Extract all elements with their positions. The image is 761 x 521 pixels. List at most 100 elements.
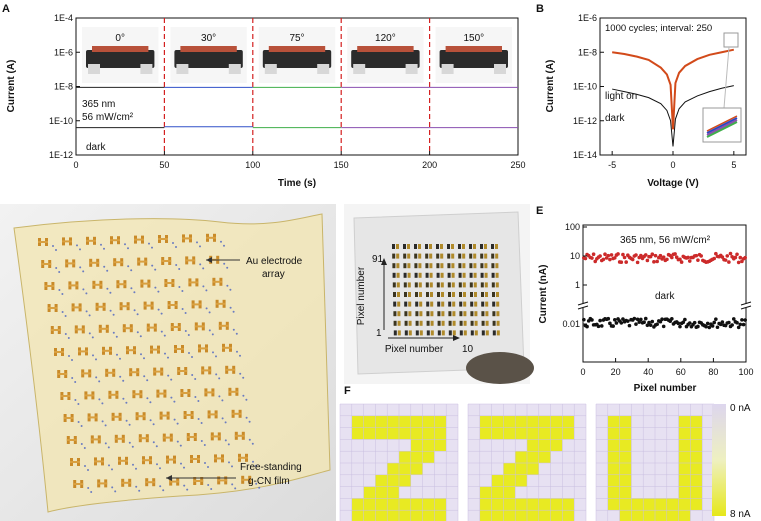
heatmap-cell-on: [678, 498, 691, 511]
photo-pixel: [492, 330, 496, 336]
photo-pixel-electrode: [451, 253, 455, 259]
heatmap-cell-on: [434, 439, 447, 452]
gcn-dot: [127, 247, 129, 250]
electrode-bridge: [114, 437, 125, 440]
gcn-dot: [135, 485, 138, 488]
gcn-dot: [224, 421, 227, 424]
chart-e-point-dark: [660, 317, 664, 321]
heatmap-cell-on: [550, 498, 563, 511]
photo-pixel-electrode: [430, 330, 434, 336]
photo-pixel-electrode: [408, 330, 412, 336]
chart-e-point-light: [665, 257, 669, 262]
electrode-bridge: [70, 461, 80, 463]
heatmap-cell-on: [515, 427, 527, 440]
photo-pixel: [437, 292, 440, 297]
heatmap-cell-on: [607, 498, 620, 511]
gcn-dot: [152, 423, 155, 426]
chart-e-point-light: [694, 253, 699, 258]
heatmap-cell-on: [538, 498, 551, 511]
chart-e-point-light: [645, 258, 650, 263]
electrode-bridge: [63, 417, 74, 419]
photo-pixel: [458, 253, 462, 259]
heatmap-cell-on: [678, 474, 691, 487]
heatmap-cell-on: [399, 463, 411, 475]
chart-e-point-dark: [705, 321, 710, 326]
gcn-dot: [223, 244, 225, 247]
heatmap-cell-on: [422, 451, 435, 463]
heatmap-cell-on: [690, 474, 703, 487]
heatmap-cell-on: [538, 510, 551, 521]
chart-e-point-light: [736, 260, 741, 265]
gcn-dot: [55, 267, 58, 269]
gcn-dot: [188, 352, 190, 354]
photo-pixel: [436, 272, 440, 278]
heatmap-cell-on: [666, 498, 679, 511]
photo-pixel-electrode: [440, 263, 444, 269]
gcn-dot: [173, 400, 176, 403]
electrode-bridge: [191, 303, 202, 306]
photo-pixel: [414, 244, 417, 249]
gcn-dot: [136, 313, 139, 316]
gcn-dot: [215, 355, 217, 358]
chart-b-xlabel: Voltage (V): [647, 178, 698, 189]
chart-a-annot-light: 365 nm: [82, 99, 115, 110]
colorbar-max-label: 8 nA: [730, 509, 751, 520]
photo-pixel: [491, 272, 495, 278]
gcn-dot: [197, 400, 200, 402]
chart-e-point-light: [679, 260, 684, 264]
photo-pixel: [470, 330, 474, 336]
chart-e-point-light: [725, 254, 730, 258]
gcn-dot: [107, 446, 110, 449]
chart-b-series-dark: [612, 85, 734, 147]
photo-pixel-electrode: [419, 292, 422, 297]
photo-pixel: [393, 292, 396, 297]
chart-e-point-dark: [639, 317, 643, 322]
electrode-bridge: [62, 240, 72, 243]
electrode-bridge: [73, 483, 84, 485]
photo-pixel: [426, 330, 430, 336]
photo-pixel-electrode: [474, 311, 478, 317]
gcn-dot: [184, 312, 187, 314]
gcn-dot: [224, 439, 227, 442]
chart-e-point-dark: [608, 321, 612, 326]
photo-pixel: [459, 292, 462, 297]
chart-e-point-light: [619, 260, 624, 265]
photo-pixel: [436, 263, 440, 269]
photo-pixel-electrode: [462, 263, 466, 269]
heatmap-cell-on: [363, 498, 376, 511]
heatmap-cell-on: [527, 510, 539, 521]
heatmap-cell-on: [678, 415, 691, 428]
photo-pixel: [414, 253, 418, 259]
gcn-dot: [234, 487, 237, 490]
heatmap-cell-on: [690, 486, 703, 499]
heatmap-cell-on: [527, 451, 539, 463]
heatmap-cell-on: [515, 510, 527, 521]
gcn-dot: [68, 355, 70, 357]
heatmap-cell-on: [434, 510, 447, 521]
heatmap-cell-on: [375, 427, 388, 440]
gcn-dot: [125, 419, 128, 422]
heatmap-cell-on: [631, 510, 644, 521]
gcn-dot: [159, 485, 162, 488]
electrode-bridge: [150, 348, 160, 351]
chart-e-points: [582, 251, 747, 330]
electrode-bridge: [159, 414, 170, 417]
heatmap-cell-on: [538, 451, 551, 463]
panel-label-b: B: [536, 3, 544, 15]
gcn-dot: [140, 353, 142, 356]
electrode-bridge: [129, 371, 140, 374]
chart-e-point-dark: [655, 322, 659, 327]
chart-e-point-light: [590, 256, 594, 260]
chart-a-ytick-label: 1E-6: [54, 47, 73, 57]
photo-pixel: [492, 292, 495, 297]
stage-clamp-left: [441, 64, 454, 74]
gcn-dot: [116, 353, 118, 356]
chart-e-point-light: [643, 253, 648, 257]
heatmap-cell-on: [678, 510, 691, 521]
stage-film: [180, 46, 237, 52]
heatmap-cell-on: [655, 510, 667, 521]
chart-e-point-light: [740, 259, 744, 264]
photo-pixel-electrode: [441, 311, 445, 317]
photo-pixel: [437, 311, 441, 317]
gcn-dot: [199, 245, 201, 248]
